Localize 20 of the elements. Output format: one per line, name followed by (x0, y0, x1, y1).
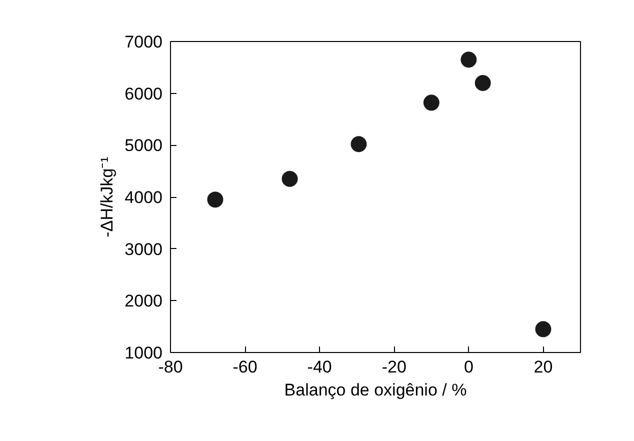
y-tick-label: 2000 (124, 292, 163, 311)
y-tick-label: 3000 (124, 240, 163, 259)
x-tick-label: 0 (464, 358, 474, 376)
y-tick-label: 4000 (124, 188, 163, 207)
point (423, 94, 440, 111)
x-tick-label: -40 (307, 358, 332, 376)
x-tick-label: 20 (534, 358, 553, 376)
point (474, 74, 491, 91)
y-tick-label: 7000 (124, 32, 163, 52)
point (460, 52, 477, 68)
point (207, 192, 224, 208)
x-tick-label: -20 (382, 358, 406, 376)
x-tick-label: -60 (232, 358, 258, 376)
point (350, 136, 367, 152)
y-axis-title: -ΔH/kJkg⁻¹ (98, 156, 117, 238)
point (535, 321, 552, 338)
point (282, 170, 298, 187)
y-tick-label: 6000 (124, 84, 163, 104)
y-tick-label: 5000 (124, 136, 163, 156)
x-axis-title: Balanço de oxigênio / % (284, 380, 467, 400)
